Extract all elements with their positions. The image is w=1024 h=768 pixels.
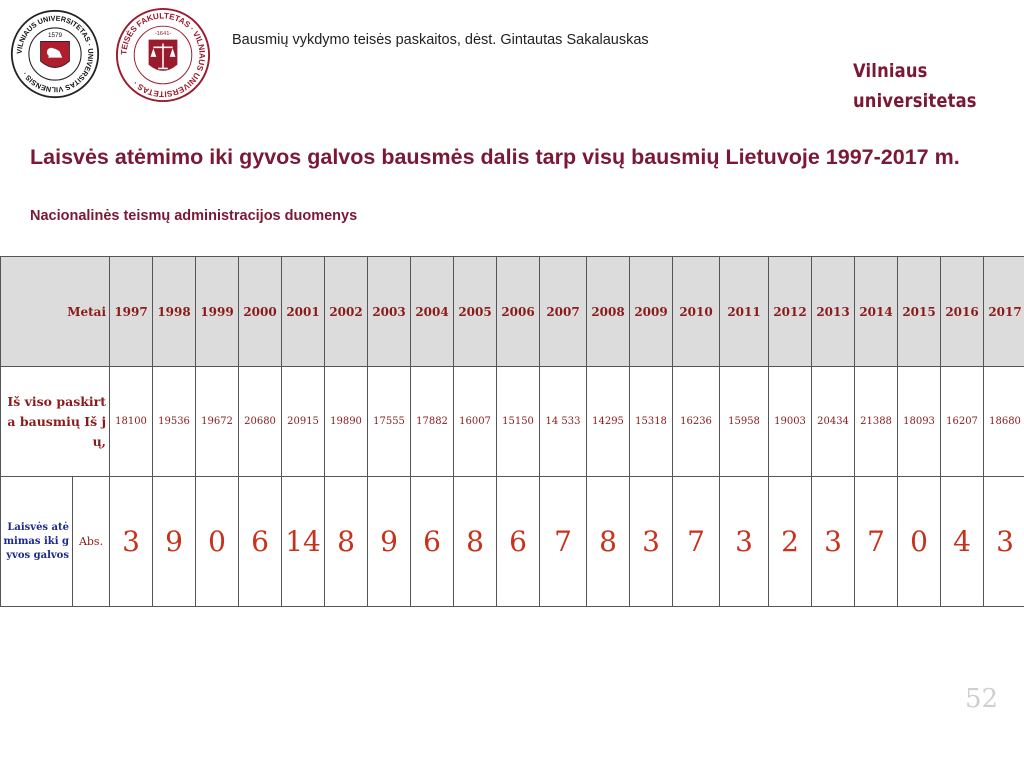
life-value-cell: 6 — [496, 476, 541, 607]
year-cell: 2007 — [539, 256, 588, 367]
seal-year: 1579 — [48, 32, 63, 39]
faculty-of-law-seal-logo: TEISĖS FAKULTETAS · VILNIAUS UNIVERSITET… — [115, 7, 211, 103]
total-cell: 21388 — [854, 366, 899, 477]
life-value-cell: 6 — [410, 476, 455, 607]
life-value-cell: 7 — [672, 476, 721, 607]
university-name-line2: universitetas — [853, 90, 977, 112]
year-cell: 2008 — [586, 256, 631, 367]
slide-subtitle: Nacionalinės teismų administracijos duom… — [30, 208, 358, 224]
total-cell: 19672 — [195, 366, 240, 477]
course-header-text: Bausmių vykdymo teisės paskaitos, dėst. … — [232, 32, 649, 48]
total-cell: 20680 — [238, 366, 283, 477]
year-cell: 2017 — [983, 256, 1024, 367]
year-cell: 2013 — [811, 256, 856, 367]
abs-label: Abs. — [71, 476, 111, 607]
life-value-cell: 0 — [195, 476, 240, 607]
life-sentence-label: Laisvės atėmimas iki gyvos galvos — [0, 476, 73, 607]
slide-title: Laisvės atėmimo iki gyvos galvos bausmės… — [30, 145, 960, 169]
total-cell: 18100 — [109, 366, 154, 477]
total-cell: 15150 — [496, 366, 541, 477]
total-cell: 18680 — [983, 366, 1024, 477]
faculty-year: -1641- — [155, 31, 172, 37]
year-cell: 2009 — [629, 256, 674, 367]
total-cell: 20434 — [811, 366, 856, 477]
total-cell: 17882 — [410, 366, 455, 477]
year-cell: 1998 — [152, 256, 197, 367]
year-cell: 2005 — [453, 256, 498, 367]
total-cell: 14295 — [586, 366, 631, 477]
year-cell: 2010 — [672, 256, 721, 367]
metai-header: Metai — [0, 256, 111, 367]
years-row: Metai 1997 1998 1999 2000 2001 2002 2003 2004 20… — [0, 256, 1024, 367]
year-cell: 2015 — [897, 256, 942, 367]
life-value-cell: 3 — [629, 476, 674, 607]
life-value-cell: 7 — [539, 476, 588, 607]
life-value-cell: 3 — [983, 476, 1024, 607]
vilnius-university-seal-logo: VILNIAUS UNIVERSITETAS · UNIVERSITAS VIL… — [10, 9, 100, 99]
year-cell: 1997 — [109, 256, 154, 367]
life-value-cell: 8 — [453, 476, 498, 607]
total-cell: 16207 — [940, 366, 985, 477]
life-value-cell: 9 — [152, 476, 197, 607]
totals-row-label: Iš viso paskirta bausmių Iš jų, — [0, 366, 111, 477]
university-name-line1: Vilniaus — [853, 60, 928, 82]
life-value-cell: 3 — [109, 476, 154, 607]
life-value-cell: 0 — [897, 476, 942, 607]
totals-row: Iš viso paskirta bausmių Iš jų, 18100 195… — [0, 366, 1024, 477]
university-name: Vilniaus universitetas — [853, 56, 977, 116]
year-cell: 2002 — [324, 256, 369, 367]
year-cell: 2012 — [768, 256, 813, 367]
total-cell: 16007 — [453, 366, 498, 477]
total-cell: 19003 — [768, 366, 813, 477]
life-value-cell: 7 — [854, 476, 899, 607]
total-cell: 19890 — [324, 366, 369, 477]
year-cell: 2014 — [854, 256, 899, 367]
life-value-cell: 8 — [586, 476, 631, 607]
year-cell: 2003 — [367, 256, 412, 367]
total-cell: 20915 — [281, 366, 326, 477]
year-cell: 2000 — [238, 256, 283, 367]
life-value-cell: 14 — [281, 476, 326, 607]
total-cell: 18093 — [897, 366, 942, 477]
year-cell: 2006 — [496, 256, 541, 367]
total-cell: 19536 — [152, 366, 197, 477]
life-value-cell: 9 — [367, 476, 412, 607]
life-value-cell: 4 — [940, 476, 985, 607]
life-value-cell: 3 — [811, 476, 856, 607]
life-value-cell: 2 — [768, 476, 813, 607]
total-cell: 15318 — [629, 366, 674, 477]
total-cell: 15958 — [719, 366, 770, 477]
year-cell: 2011 — [719, 256, 770, 367]
life-value-cell: 6 — [238, 476, 283, 607]
slide-number: 52 — [965, 684, 999, 714]
life-value-cell: 3 — [719, 476, 770, 607]
total-cell: 17555 — [367, 366, 412, 477]
total-cell: 16236 — [672, 366, 721, 477]
total-cell: 14 533 — [539, 366, 588, 477]
year-cell: 2004 — [410, 256, 455, 367]
sentences-table: Metai 1997 1998 1999 2000 2001 2002 2003 2004 20… — [0, 256, 1024, 607]
life-sentence-row: Laisvės atėmimas iki gyvos galvos Abs. 3… — [0, 476, 1024, 607]
year-cell: 2016 — [940, 256, 985, 367]
year-cell: 2001 — [281, 256, 326, 367]
year-cell: 1999 — [195, 256, 240, 367]
life-value-cell: 8 — [324, 476, 369, 607]
